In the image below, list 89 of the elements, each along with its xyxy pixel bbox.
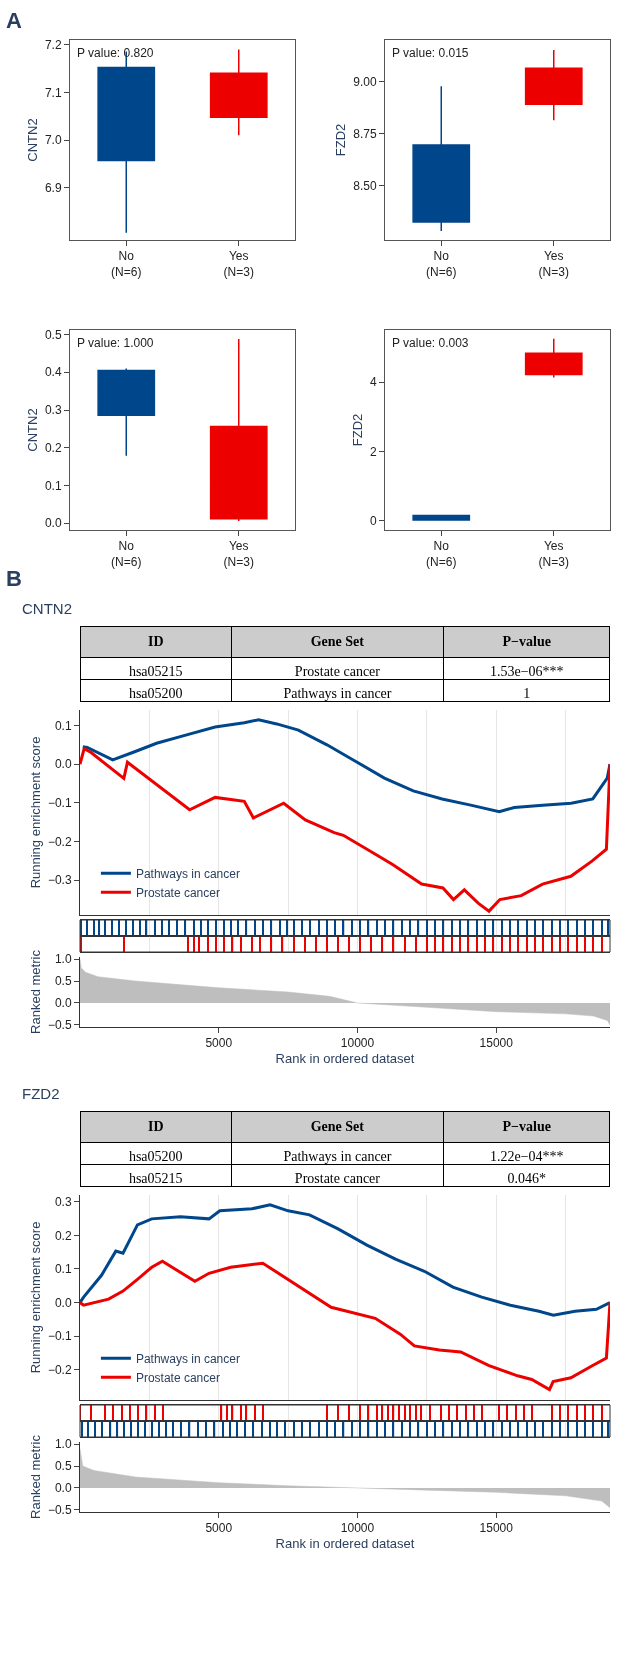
y-tick-label: −0.1 (47, 796, 72, 811)
text: hsa05200 (128, 685, 183, 701)
text: Pathways in cancer (283, 685, 392, 701)
y-tick-label: 2 (369, 444, 377, 459)
text: 1 (523, 685, 531, 701)
category-label: P−value (502, 1119, 551, 1134)
y-tick-label: −0.3 (47, 873, 72, 888)
y-tick-label: 0.3 (54, 1194, 72, 1209)
x-tick-label: No (N=6) (111, 539, 142, 569)
y-axis-title: FZD2 (349, 413, 365, 447)
text: Prostate cancer (294, 1170, 380, 1186)
category-label: ID (147, 1119, 164, 1134)
y-tick-label: 0.2 (44, 440, 62, 455)
y-tick-label: −0.2 (47, 1362, 72, 1377)
y-tick-label: −0.1 (47, 1329, 72, 1344)
y-tick-label: 0.1 (44, 478, 62, 493)
y-tick-label: 9.00 (353, 74, 377, 89)
y-tick-label: 0.3 (44, 403, 62, 418)
y-tick-label: 6.9 (44, 180, 62, 195)
text: hsa05215 (128, 663, 183, 679)
y-tick-label: 8.50 (353, 179, 377, 194)
y-tick-label: 0.5 (54, 1459, 72, 1474)
category-label: ID (147, 634, 164, 649)
text: B (6, 566, 22, 591)
annotation: P value: 1.000 (77, 336, 154, 350)
text: Prostate cancer (294, 663, 380, 679)
x-tick-label: Yes (N=3) (538, 539, 569, 569)
annotation: P value: 0.015 (392, 46, 469, 60)
text: Pathways in cancer (283, 1148, 392, 1164)
x-axis-title: Rank in ordered dataset (275, 1536, 415, 1551)
y-tick-label: −0.2 (47, 834, 72, 849)
y-axis-title: CNTN2 (24, 408, 40, 452)
y-axis-title: Running enrichment score (27, 1221, 43, 1374)
text: 1.22e−04*** (489, 1148, 564, 1164)
legend-label: Prostate cancer (135, 1370, 220, 1385)
y-tick-label: 0.0 (54, 1295, 72, 1310)
y-tick-label: 1.0 (54, 1437, 72, 1452)
x-tick-label: 15000 (479, 1521, 514, 1536)
y-tick-label: 0.2 (54, 1228, 72, 1243)
text: 0.046* (507, 1170, 546, 1186)
y-axis-title: CNTN2 (24, 118, 40, 162)
y-tick-label: 0.1 (54, 718, 72, 733)
legend-label: Pathways in cancer (135, 866, 240, 881)
text: FZD2 (22, 1085, 60, 1102)
y-tick-label: 0.4 (44, 365, 62, 380)
category-label: Gene Set (310, 1119, 365, 1134)
x-tick-label: No (N=6) (426, 249, 457, 279)
y-tick-label: −0.5 (47, 1503, 72, 1518)
text: hsa05200 (128, 1148, 183, 1164)
y-tick-label: 0.0 (54, 757, 72, 772)
x-tick-label: 5000 (205, 1036, 233, 1051)
x-tick-label: 10000 (340, 1036, 375, 1051)
x-tick-label: Yes (N=3) (538, 249, 569, 279)
legend-label: Pathways in cancer (135, 1351, 240, 1366)
y-tick-label: 1.0 (54, 952, 72, 967)
x-tick-label: 10000 (340, 1521, 375, 1536)
y-tick-label: 0.5 (54, 974, 72, 989)
category-label: P−value (502, 634, 551, 649)
annotation: P value: 0.003 (392, 336, 469, 350)
y-axis-title: Ranked metric (27, 949, 43, 1034)
y-tick-label: 8.75 (353, 126, 377, 141)
x-tick-label: 5000 (205, 1521, 233, 1536)
x-tick-label: 15000 (479, 1036, 514, 1051)
y-tick-label: 7.2 (44, 37, 62, 52)
y-tick-label: 0.0 (54, 996, 72, 1011)
y-tick-label: −0.5 (47, 1018, 72, 1033)
y-tick-label: 0.5 (44, 327, 62, 342)
y-tick-label: 0.0 (54, 1481, 72, 1496)
x-tick-label: Yes (N=3) (223, 249, 254, 279)
y-axis-title: Running enrichment score (27, 736, 43, 889)
annotation: P value: 0.820 (77, 46, 154, 60)
y-axis-title: Ranked metric (27, 1434, 43, 1519)
legend-label: Prostate cancer (135, 885, 220, 900)
category-label: Gene Set (310, 634, 365, 649)
y-axis-title: FZD2 (333, 123, 349, 157)
x-axis-title: Rank in ordered dataset (275, 1051, 415, 1066)
text: 1.53e−06*** (489, 663, 564, 679)
x-tick-label: No (N=6) (111, 249, 142, 279)
x-tick-label: Yes (N=3) (223, 539, 254, 569)
text: hsa05215 (128, 1170, 183, 1186)
chart-title: A (6, 8, 22, 33)
y-tick-label: 0.0 (44, 516, 62, 531)
y-tick-label: 0.1 (54, 1262, 72, 1277)
y-tick-label: 0 (369, 514, 377, 529)
y-tick-label: 7.0 (44, 133, 62, 148)
x-tick-label: No (N=6) (426, 539, 457, 569)
y-tick-label: 7.1 (44, 85, 62, 100)
y-tick-label: 4 (369, 375, 377, 390)
text: CNTN2 (22, 600, 73, 617)
